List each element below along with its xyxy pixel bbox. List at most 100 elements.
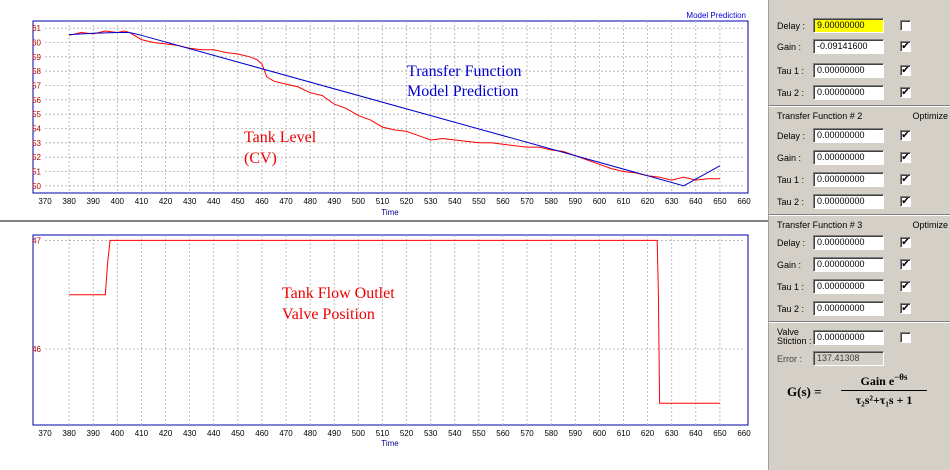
- tf2-gain-input[interactable]: 0.00000000: [813, 150, 884, 165]
- tf2-tau1-optimize-checkbox[interactable]: ✔: [900, 174, 911, 185]
- top-y-tick-label: 55: [32, 110, 41, 119]
- tf3-delay-optimize-checkbox[interactable]: ✔: [900, 237, 911, 248]
- top-y-tick-label: 58: [32, 67, 41, 76]
- bottom-x-ticks: 370 380 390 400 410 420 430 440 450 460 470 480 490 5…: [38, 429, 751, 438]
- top-x-tick-label: 660: [737, 197, 751, 206]
- top-x-ticks: 370 380 390 400 410 420 430 440 450 460 470 480 490 5…: [38, 197, 751, 206]
- bottom-x-tick-label: 380: [62, 429, 76, 438]
- parameter-panel: Delay : 9.00000000 Gain : -0.09141600 ✔ …: [768, 0, 950, 470]
- tf1-delay-input[interactable]: 9.00000000: [813, 18, 884, 33]
- error-label: Error :: [777, 354, 803, 364]
- tank-level-chart: 370 380 390 400 410 420 430 440 450 460 470 480 490 5…: [32, 11, 751, 217]
- tf2-tau2-label: Tau 2 :: [777, 197, 805, 207]
- bottom-x-tick-label: 640: [689, 429, 703, 438]
- tf2-separator: [769, 214, 950, 216]
- bottom-y-tick-label: 47: [32, 236, 41, 245]
- top-x-tick-label: 540: [448, 197, 462, 206]
- bottom-x-tick-label: 450: [231, 429, 245, 438]
- tf2-tau2-input[interactable]: 0.00000000: [813, 194, 884, 209]
- annotation-cv: (CV): [244, 150, 277, 167]
- tf1-tau2-optimize-checkbox[interactable]: ✔: [900, 87, 911, 98]
- top-y-tick-label: 52: [32, 153, 41, 162]
- bottom-plot-area: [32, 234, 749, 426]
- tf3-tau1-input[interactable]: 0.00000000: [813, 279, 884, 294]
- top-x-tick-label: 530: [424, 197, 438, 206]
- formula-denominator: τ₂s²+τ₁s + 1: [855, 393, 913, 407]
- formula-lhs: G(s) =: [787, 384, 822, 399]
- bottom-x-tick-label: 440: [207, 429, 221, 438]
- tf3-separator: [769, 321, 950, 323]
- tf1-tau1-input[interactable]: 0.00000000: [813, 63, 884, 78]
- tf1-tau1-row: Tau 1 : 0.00000000 ✔: [769, 61, 950, 81]
- top-y-tick-label: 53: [32, 139, 41, 148]
- top-x-tick-label: 480: [303, 197, 317, 206]
- top-x-tick-label: 450: [231, 197, 245, 206]
- bottom-x-tick-label: 550: [472, 429, 486, 438]
- bottom-x-tick-label: 510: [376, 429, 390, 438]
- tf1-tau1-optimize-checkbox[interactable]: ✔: [900, 65, 911, 76]
- tf1-delay-optimize-checkbox[interactable]: [900, 20, 911, 31]
- top-y-tick-label: 54: [32, 125, 41, 134]
- annotation-transfer-function: Transfer Function: [407, 63, 522, 80]
- tf2-optimize-heading: Optimize: [912, 111, 948, 121]
- tf2-tau1-label: Tau 1 :: [777, 175, 805, 185]
- tf3-delay-input[interactable]: 0.00000000: [813, 235, 884, 250]
- bottom-x-tick-label: 410: [135, 429, 149, 438]
- top-y-tick-label: 50: [32, 182, 41, 191]
- tf3-tau2-optimize-checkbox[interactable]: ✔: [900, 303, 911, 314]
- tf1-delay-label: Delay :: [777, 21, 806, 31]
- tf2-gain-row: Gain : 0.00000000 ✔: [769, 148, 950, 168]
- tf1-gain-optimize-checkbox[interactable]: ✔: [900, 41, 911, 52]
- tf3-tau1-optimize-checkbox[interactable]: ✔: [900, 281, 911, 292]
- tf2-tau2-optimize-checkbox[interactable]: ✔: [900, 196, 911, 207]
- bottom-x-tick-label: 430: [183, 429, 197, 438]
- tf2-delay-optimize-checkbox[interactable]: ✔: [900, 130, 911, 141]
- top-x-tick-label: 510: [376, 197, 390, 206]
- bottom-x-tick-label: 610: [617, 429, 631, 438]
- tf3-gain-optimize-checkbox[interactable]: ✔: [900, 259, 911, 270]
- top-y-tick-label: 60: [32, 39, 41, 48]
- tf3-tau2-input[interactable]: 0.00000000: [813, 301, 884, 316]
- tf2-tau1-input[interactable]: 0.00000000: [813, 172, 884, 187]
- tf1-gain-input[interactable]: -0.09141600: [813, 39, 884, 54]
- annotation-valve-position: Valve Position: [282, 306, 375, 323]
- stiction-row: Valve Stiction : 0.00000000: [769, 328, 950, 350]
- bottom-x-tick-label: 500: [352, 429, 366, 438]
- top-x-tick-label: 370: [38, 197, 52, 206]
- top-x-tick-label: 580: [544, 197, 558, 206]
- stiction-optimize-checkbox[interactable]: [900, 332, 911, 343]
- tf2-gain-label: Gain :: [777, 153, 802, 163]
- tf3-delay-label: Delay :: [777, 238, 806, 248]
- annotation-model-prediction: Model Prediction: [407, 83, 519, 100]
- top-x-tick-label: 560: [496, 197, 510, 206]
- bottom-x-tick-label: 580: [544, 429, 558, 438]
- stiction-input[interactable]: 0.00000000: [813, 330, 884, 345]
- bottom-x-tick-label: 650: [713, 429, 727, 438]
- tf3-gain-row: Gain : 0.00000000 ✔: [769, 255, 950, 275]
- top-series: [68, 30, 721, 187]
- error-row: Error : 137.41308: [769, 349, 950, 369]
- valve-position-chart: 370 380 390 400 410 420 430 440 450 460 470 480 490 5…: [32, 234, 751, 448]
- top-x-tick-label: 460: [255, 197, 269, 206]
- top-x-tick-label: 500: [352, 197, 366, 206]
- model-prediction-label: Model Prediction: [686, 11, 746, 20]
- top-x-tick-label: 490: [328, 197, 342, 206]
- bottom-x-tick-label: 530: [424, 429, 438, 438]
- bottom-y-tick-label: 46: [32, 345, 41, 354]
- top-y-tick-label: 51: [32, 168, 41, 177]
- tf2-delay-input[interactable]: 0.00000000: [813, 128, 884, 143]
- tf1-tau2-input[interactable]: 0.00000000: [813, 85, 884, 100]
- tf2-gain-optimize-checkbox[interactable]: ✔: [900, 152, 911, 163]
- top-series-line-2: [69, 32, 721, 187]
- tf1-gain-row: Gain : -0.09141600 ✔: [769, 37, 950, 57]
- bottom-x-tick-label: 620: [641, 429, 655, 438]
- stiction-label: Valve Stiction :: [777, 327, 812, 346]
- tf3-delay-row: Delay : 0.00000000 ✔: [769, 233, 950, 253]
- top-grid: [45, 21, 744, 193]
- bottom-series: [69, 239, 720, 404]
- top-y-tick-label: 61: [32, 24, 41, 33]
- tf3-title: Transfer Function # 3: [777, 220, 863, 230]
- bottom-x-tick-label: 370: [38, 429, 52, 438]
- bottom-x-tick-label: 560: [496, 429, 510, 438]
- tf3-gain-input[interactable]: 0.00000000: [813, 257, 884, 272]
